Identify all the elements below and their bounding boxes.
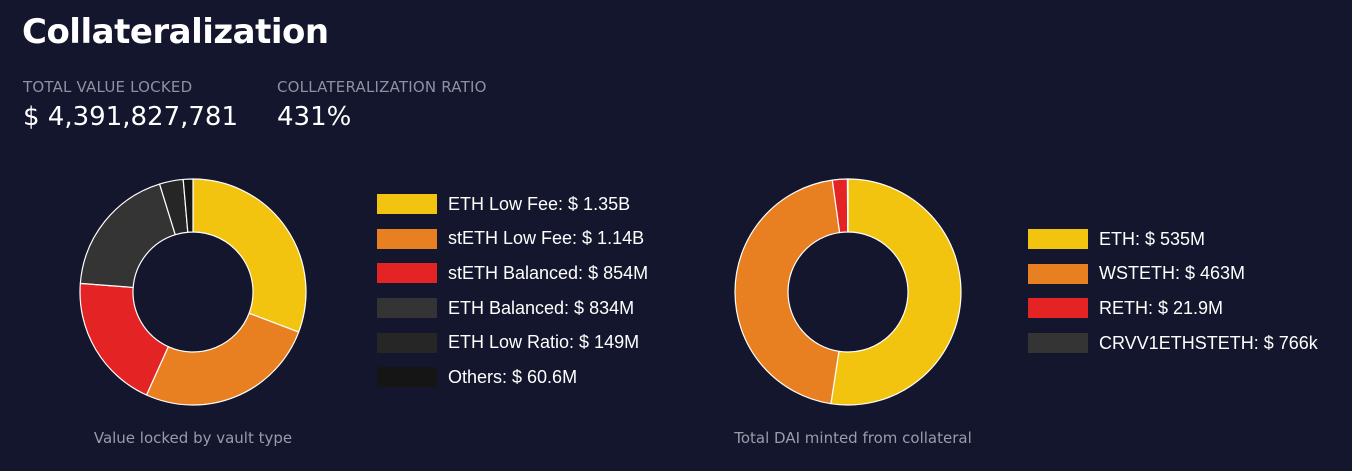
- legend-label: ETH: $ 535M: [1099, 228, 1206, 249]
- value-locked-caption: Value locked by vault type: [93, 429, 293, 447]
- legend-swatch: [377, 298, 437, 319]
- total-value-locked-label: TOTAL VALUE LOCKED: [23, 78, 193, 96]
- legend-label: stETH Low Fee: $ 1.14B: [448, 228, 645, 249]
- donut-slice-others[interactable]: [182, 178, 194, 233]
- value-locked-legend: ETH Low Fee: $ 1.35B stETH Low Fee: $ 1.1…: [377, 187, 648, 395]
- legend-label: RETH: $ 21.9M: [1099, 297, 1224, 318]
- legend-swatch: [377, 263, 437, 284]
- legend-item-reth[interactable]: RETH: $ 21.9M: [1028, 291, 1318, 326]
- collateralization-ratio-value: 431%: [277, 102, 352, 132]
- total-value-locked-stat: TOTAL VALUE LOCKED $ 4,391,827,781: [23, 78, 238, 133]
- donut-slice-eth-low-fee[interactable]: [192, 178, 307, 333]
- collateralization-ratio-label: COLLATERALIZATION RATIO: [277, 78, 487, 96]
- legend-swatch: [1028, 263, 1088, 284]
- collateralization-ratio-stat: COLLATERALIZATION RATIO 431%: [277, 78, 487, 133]
- legend-swatch: [377, 367, 437, 388]
- legend-item-eth-balanced[interactable]: ETH Balanced: $ 834M: [377, 291, 648, 326]
- legend-label: Others: $ 60.6M: [448, 366, 578, 387]
- dai-minted-legend: ETH: $ 535M WSTETH: $ 463M RETH: $ 21.9M CR…: [1028, 222, 1318, 360]
- donut-slice-wsteth[interactable]: [734, 179, 841, 405]
- legend-label: WSTETH: $ 463M: [1099, 263, 1246, 284]
- legend-swatch: [1028, 298, 1088, 319]
- donut-slice-eth[interactable]: [830, 178, 962, 406]
- legend-label: ETH Balanced: $ 834M: [448, 297, 635, 318]
- legend-item-crvv1ethsteth[interactable]: CRVV1ETHSTETH: $ 766k: [1028, 326, 1318, 361]
- legend-label: ETH Low Ratio: $ 149M: [448, 332, 640, 353]
- legend-item-steth-low-fee[interactable]: stETH Low Fee: $ 1.14B: [377, 222, 648, 257]
- legend-item-eth[interactable]: ETH: $ 535M: [1028, 222, 1318, 257]
- legend-item-others[interactable]: Others: $ 60.6M: [377, 360, 648, 395]
- legend-swatch: [377, 332, 437, 353]
- legend-label: ETH Low Fee: $ 1.35B: [448, 193, 631, 214]
- legend-label: CRVV1ETHSTETH: $ 766k: [1099, 332, 1318, 353]
- total-value-locked-value: $ 4,391,827,781: [23, 102, 239, 132]
- legend-item-steth-balanced[interactable]: stETH Balanced: $ 854M: [377, 256, 648, 291]
- legend-swatch: [377, 194, 437, 215]
- donut-slice-steth-low-fee[interactable]: [145, 312, 300, 406]
- legend-label: stETH Balanced: $ 854M: [448, 262, 649, 283]
- legend-item-wsteth[interactable]: WSTETH: $ 463M: [1028, 257, 1318, 292]
- legend-swatch: [377, 228, 437, 249]
- legend-item-eth-low-fee[interactable]: ETH Low Fee: $ 1.35B: [377, 187, 648, 222]
- page-title: Collateralization: [22, 12, 329, 52]
- legend-swatch: [1028, 229, 1088, 250]
- legend-swatch: [1028, 333, 1088, 354]
- legend-item-eth-low-ratio[interactable]: ETH Low Ratio: $ 149M: [377, 325, 648, 360]
- donut-slice-crvv1ethsteth[interactable]: [846, 178, 849, 233]
- dai-minted-caption: Total DAI minted from collateral: [734, 429, 972, 447]
